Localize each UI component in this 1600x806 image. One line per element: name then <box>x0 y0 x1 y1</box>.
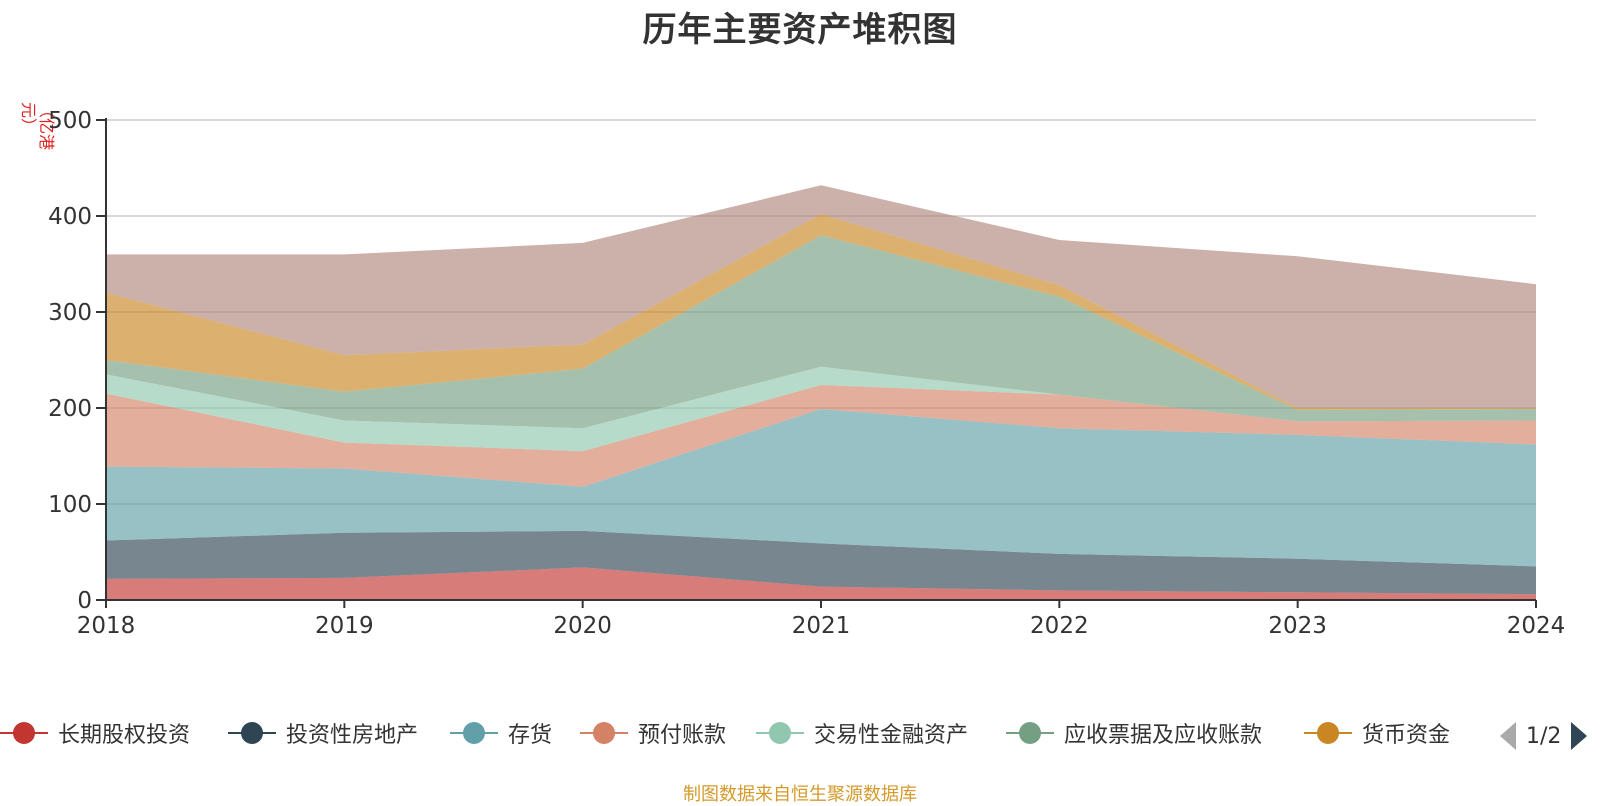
y-axis-unit-label: （亿港元） <box>19 102 56 151</box>
area-series-7 <box>106 185 1536 408</box>
x-tick-label-2022: 2022 <box>1030 613 1089 639</box>
legend-item-long-term-equity-investment[interactable]: 长期股权投资 <box>0 711 190 755</box>
legend-pager: 1/2 <box>1500 719 1588 753</box>
area-series-2 <box>106 409 1536 567</box>
y-tick-label-400: 400 <box>48 204 92 230</box>
y-tick-label-300: 300 <box>48 300 92 326</box>
x-tick-label-2019: 2019 <box>315 613 374 639</box>
x-tick-label-2021: 2021 <box>792 613 851 639</box>
y-tick-label-100: 100 <box>48 492 92 518</box>
area-series-6 <box>106 214 1536 410</box>
legend-marker-investment-property <box>228 721 276 745</box>
area-series-4 <box>106 366 1536 452</box>
legend-label-inventory: 存货 <box>508 723 553 748</box>
legend-item-trading-financial-assets[interactable]: 交易性金融资产 <box>756 711 968 755</box>
x-tick-label-2020: 2020 <box>553 613 612 639</box>
legend-item-investment-property[interactable]: 投资性房地产 <box>228 711 418 755</box>
y-tick-label-500: 500 <box>48 108 92 134</box>
x-tick-label-2018: 2018 <box>77 613 136 639</box>
legend-marker-cash <box>1304 721 1352 745</box>
legend-item-cash[interactable]: 货币资金 <box>1304 711 1450 755</box>
legend-item-notes-and-accounts-receivable[interactable]: 应收票据及应收账款 <box>1006 711 1262 755</box>
data-source-footer: 制图数据来自恒生聚源数据库 <box>683 784 917 805</box>
area-series-3 <box>106 385 1536 487</box>
previous-page-arrow-icon[interactable] <box>1500 722 1516 750</box>
chart-title: 历年主要资产堆积图 <box>642 10 958 50</box>
y-tick-label-200: 200 <box>48 396 92 422</box>
legend-label-cash: 货币资金 <box>1362 723 1451 748</box>
stacked-area-chart: 0 100 200 300 400 500 2018 2019 2020 2021 2022 2023… <box>48 108 1566 639</box>
area-series-1 <box>106 530 1536 595</box>
legend-label-notes-and-accounts-receivable: 应收票据及应收账款 <box>1064 723 1263 748</box>
legend-marker-prepayments <box>580 721 628 745</box>
legend-label-prepayments: 预付账款 <box>638 723 727 748</box>
legend-marker-inventory <box>450 721 498 745</box>
y-tick-label-0: 0 <box>77 588 92 614</box>
legend-label-investment-property: 投资性房地产 <box>286 723 419 748</box>
legend: 长期股权投资 投资性房地产 存货 预付账款 交易性金融资产 <box>0 711 1600 755</box>
next-page-arrow-icon[interactable] <box>1571 722 1588 750</box>
area-series-5 <box>106 235 1536 429</box>
x-tick-label-2024: 2024 <box>1507 613 1566 639</box>
legend-marker-trading-financial-assets <box>756 721 804 745</box>
legend-label-long-term-equity-investment: 长期股权投资 <box>58 723 191 748</box>
x-tick-label-2023: 2023 <box>1268 613 1327 639</box>
pager-text: 1/2 <box>1526 723 1562 749</box>
area-series-0 <box>106 567 1536 600</box>
legend-marker-long-term-equity-investment <box>0 721 48 745</box>
legend-item-inventory[interactable]: 存货 <box>450 711 552 755</box>
legend-label-trading-financial-assets: 交易性金融资产 <box>814 723 969 748</box>
legend-item-prepayments[interactable]: 预付账款 <box>580 711 726 755</box>
legend-marker-notes-and-accounts-receivable <box>1006 721 1054 745</box>
